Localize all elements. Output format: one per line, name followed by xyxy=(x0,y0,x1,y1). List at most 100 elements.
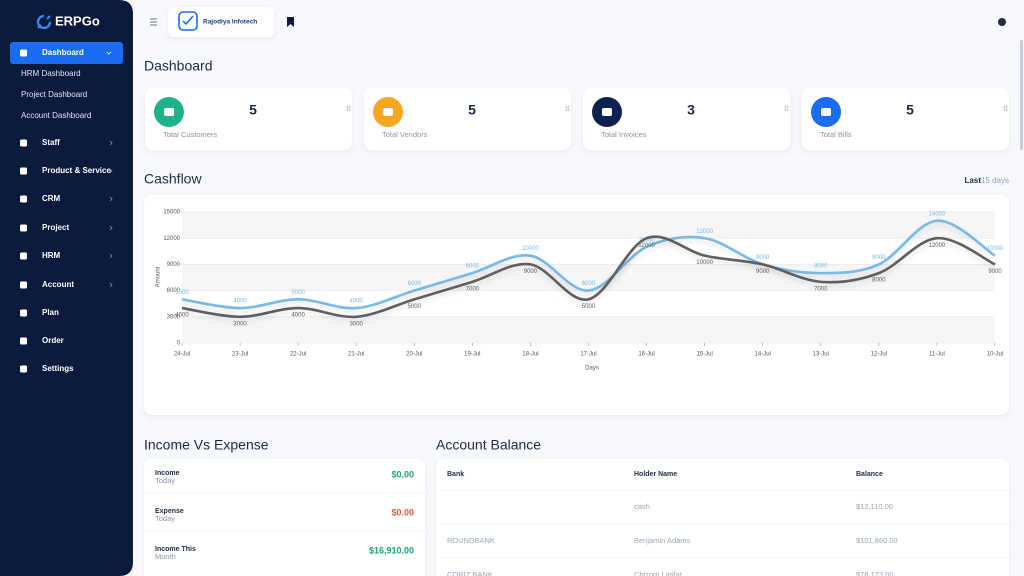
row-amount: $0.00 xyxy=(391,469,414,479)
submenu-item[interactable]: Project Dashboard xyxy=(21,90,87,99)
menu-icon xyxy=(20,281,27,289)
range-period[interactable]: 15 days xyxy=(981,176,1009,185)
cell-bank: ROUNDBANK xyxy=(447,536,495,545)
column-header: Balance xyxy=(856,471,883,478)
income-card xyxy=(144,459,425,576)
menu-icon xyxy=(20,139,27,147)
menu-icon xyxy=(20,195,27,203)
hamburger[interactable] xyxy=(150,18,157,26)
stat-menu[interactable] xyxy=(346,105,351,112)
stat-icon-glyph xyxy=(821,108,831,116)
stat-icon-glyph xyxy=(602,108,612,116)
grid-band xyxy=(182,264,995,291)
data-label: 7000 xyxy=(814,286,828,292)
cell-balance: $78,173.00 xyxy=(856,570,894,576)
stat-label: Total Vendors xyxy=(382,130,428,139)
stat-label: Total Customers xyxy=(163,130,217,139)
menu-item[interactable]: Product & Service xyxy=(42,166,111,175)
menu-item[interactable]: Settings xyxy=(42,364,74,373)
menu-item[interactable]: Staff xyxy=(42,138,60,147)
x-axis-label: Days xyxy=(585,366,599,372)
stat-value: 5 xyxy=(906,102,914,118)
row-label: Income This xyxy=(155,546,196,553)
company-icon xyxy=(178,11,198,31)
menu-icon xyxy=(20,167,27,175)
data-label: 8000 xyxy=(466,264,480,270)
data-label: 12000 xyxy=(638,243,655,249)
chevron xyxy=(109,196,113,202)
menu-icon xyxy=(20,337,27,345)
bookmark[interactable] xyxy=(287,17,294,27)
stat-label: Total Invoices xyxy=(601,130,647,139)
row-period: Month xyxy=(155,552,176,561)
page-title: Dashboard xyxy=(144,58,213,74)
submenu-item[interactable]: HRM Dashboard xyxy=(21,69,81,78)
row-amount: $16,910.00 xyxy=(369,545,414,555)
balance-card xyxy=(436,459,1009,576)
data-label: 10000 xyxy=(987,246,1004,252)
scrollbar[interactable] xyxy=(1020,40,1023,150)
data-label: 5000 xyxy=(291,290,305,296)
y-tick-label: 0 xyxy=(177,341,181,347)
chevron xyxy=(109,225,113,231)
data-label: 9000 xyxy=(988,269,1002,275)
row-period: Today xyxy=(155,514,175,523)
x-tick-label: 18-Jul xyxy=(522,352,538,358)
data-label: 7000 xyxy=(466,286,480,292)
x-tick-label: 21-Jul xyxy=(348,352,364,358)
menu-item[interactable]: Plan xyxy=(42,308,59,317)
stat-menu[interactable] xyxy=(565,105,570,112)
data-label: 12000 xyxy=(696,229,713,235)
data-label: 12000 xyxy=(929,243,946,249)
menu-item[interactable]: Account xyxy=(42,280,74,289)
menu-item[interactable]: Project xyxy=(42,223,69,232)
data-label: 5000 xyxy=(408,304,422,310)
series-line xyxy=(181,235,996,319)
stat-label: Total Bills xyxy=(820,130,852,139)
menu-item[interactable]: Dashboard xyxy=(42,48,84,57)
menu-icon xyxy=(20,365,27,373)
chart-title: Cashflow xyxy=(144,171,202,187)
language-icon[interactable] xyxy=(998,18,1006,26)
stat-menu[interactable] xyxy=(784,105,789,112)
cell-holder: cash xyxy=(634,502,650,511)
chevron xyxy=(106,51,112,55)
stat-menu[interactable] xyxy=(1003,105,1008,112)
section-title: Income Vs Expense xyxy=(144,437,269,453)
section-title: Account Balance xyxy=(436,437,541,453)
cell-holder: Benjamin Adams xyxy=(634,536,691,545)
y-tick-label: 3000 xyxy=(167,314,181,320)
data-label: 6000 xyxy=(408,281,422,287)
data-label: 9000 xyxy=(756,255,770,261)
menu-icon xyxy=(20,309,27,317)
chevron xyxy=(109,253,113,259)
menu-icon xyxy=(20,224,27,232)
range-prefix[interactable]: Last xyxy=(965,176,982,185)
submenu-item[interactable]: Account Dashboard xyxy=(21,111,91,120)
stat-icon-glyph xyxy=(383,108,393,116)
x-tick-label: 22-Jul xyxy=(290,352,306,358)
data-label: 5000 xyxy=(582,304,596,310)
x-tick-label: 19-Jul xyxy=(464,352,480,358)
menu-item[interactable]: Order xyxy=(42,336,64,345)
cell-holder: Chizom Latifat xyxy=(634,570,683,576)
menu-item[interactable]: CRM xyxy=(42,194,61,203)
chevron xyxy=(109,168,113,174)
logo[interactable]: ERPGo xyxy=(36,13,100,30)
y-tick-label: 6000 xyxy=(167,288,181,294)
data-label: 4000 xyxy=(291,313,305,319)
menu-item[interactable]: HRM xyxy=(42,251,61,260)
grid-band xyxy=(182,212,995,239)
stat-value: 5 xyxy=(468,102,476,118)
x-tick-label: 15-Jul xyxy=(696,352,712,358)
stat-card xyxy=(145,88,352,150)
data-label: 4000 xyxy=(233,299,247,305)
data-label: 14000 xyxy=(929,211,946,217)
sidebar xyxy=(0,0,133,576)
row-amount: $0.00 xyxy=(391,507,414,517)
grid-band xyxy=(182,316,995,343)
cell-balance: $12,110.00 xyxy=(856,502,893,511)
x-tick-label: 17-Jul xyxy=(580,352,596,358)
y-axis-label: Amount xyxy=(156,266,162,287)
